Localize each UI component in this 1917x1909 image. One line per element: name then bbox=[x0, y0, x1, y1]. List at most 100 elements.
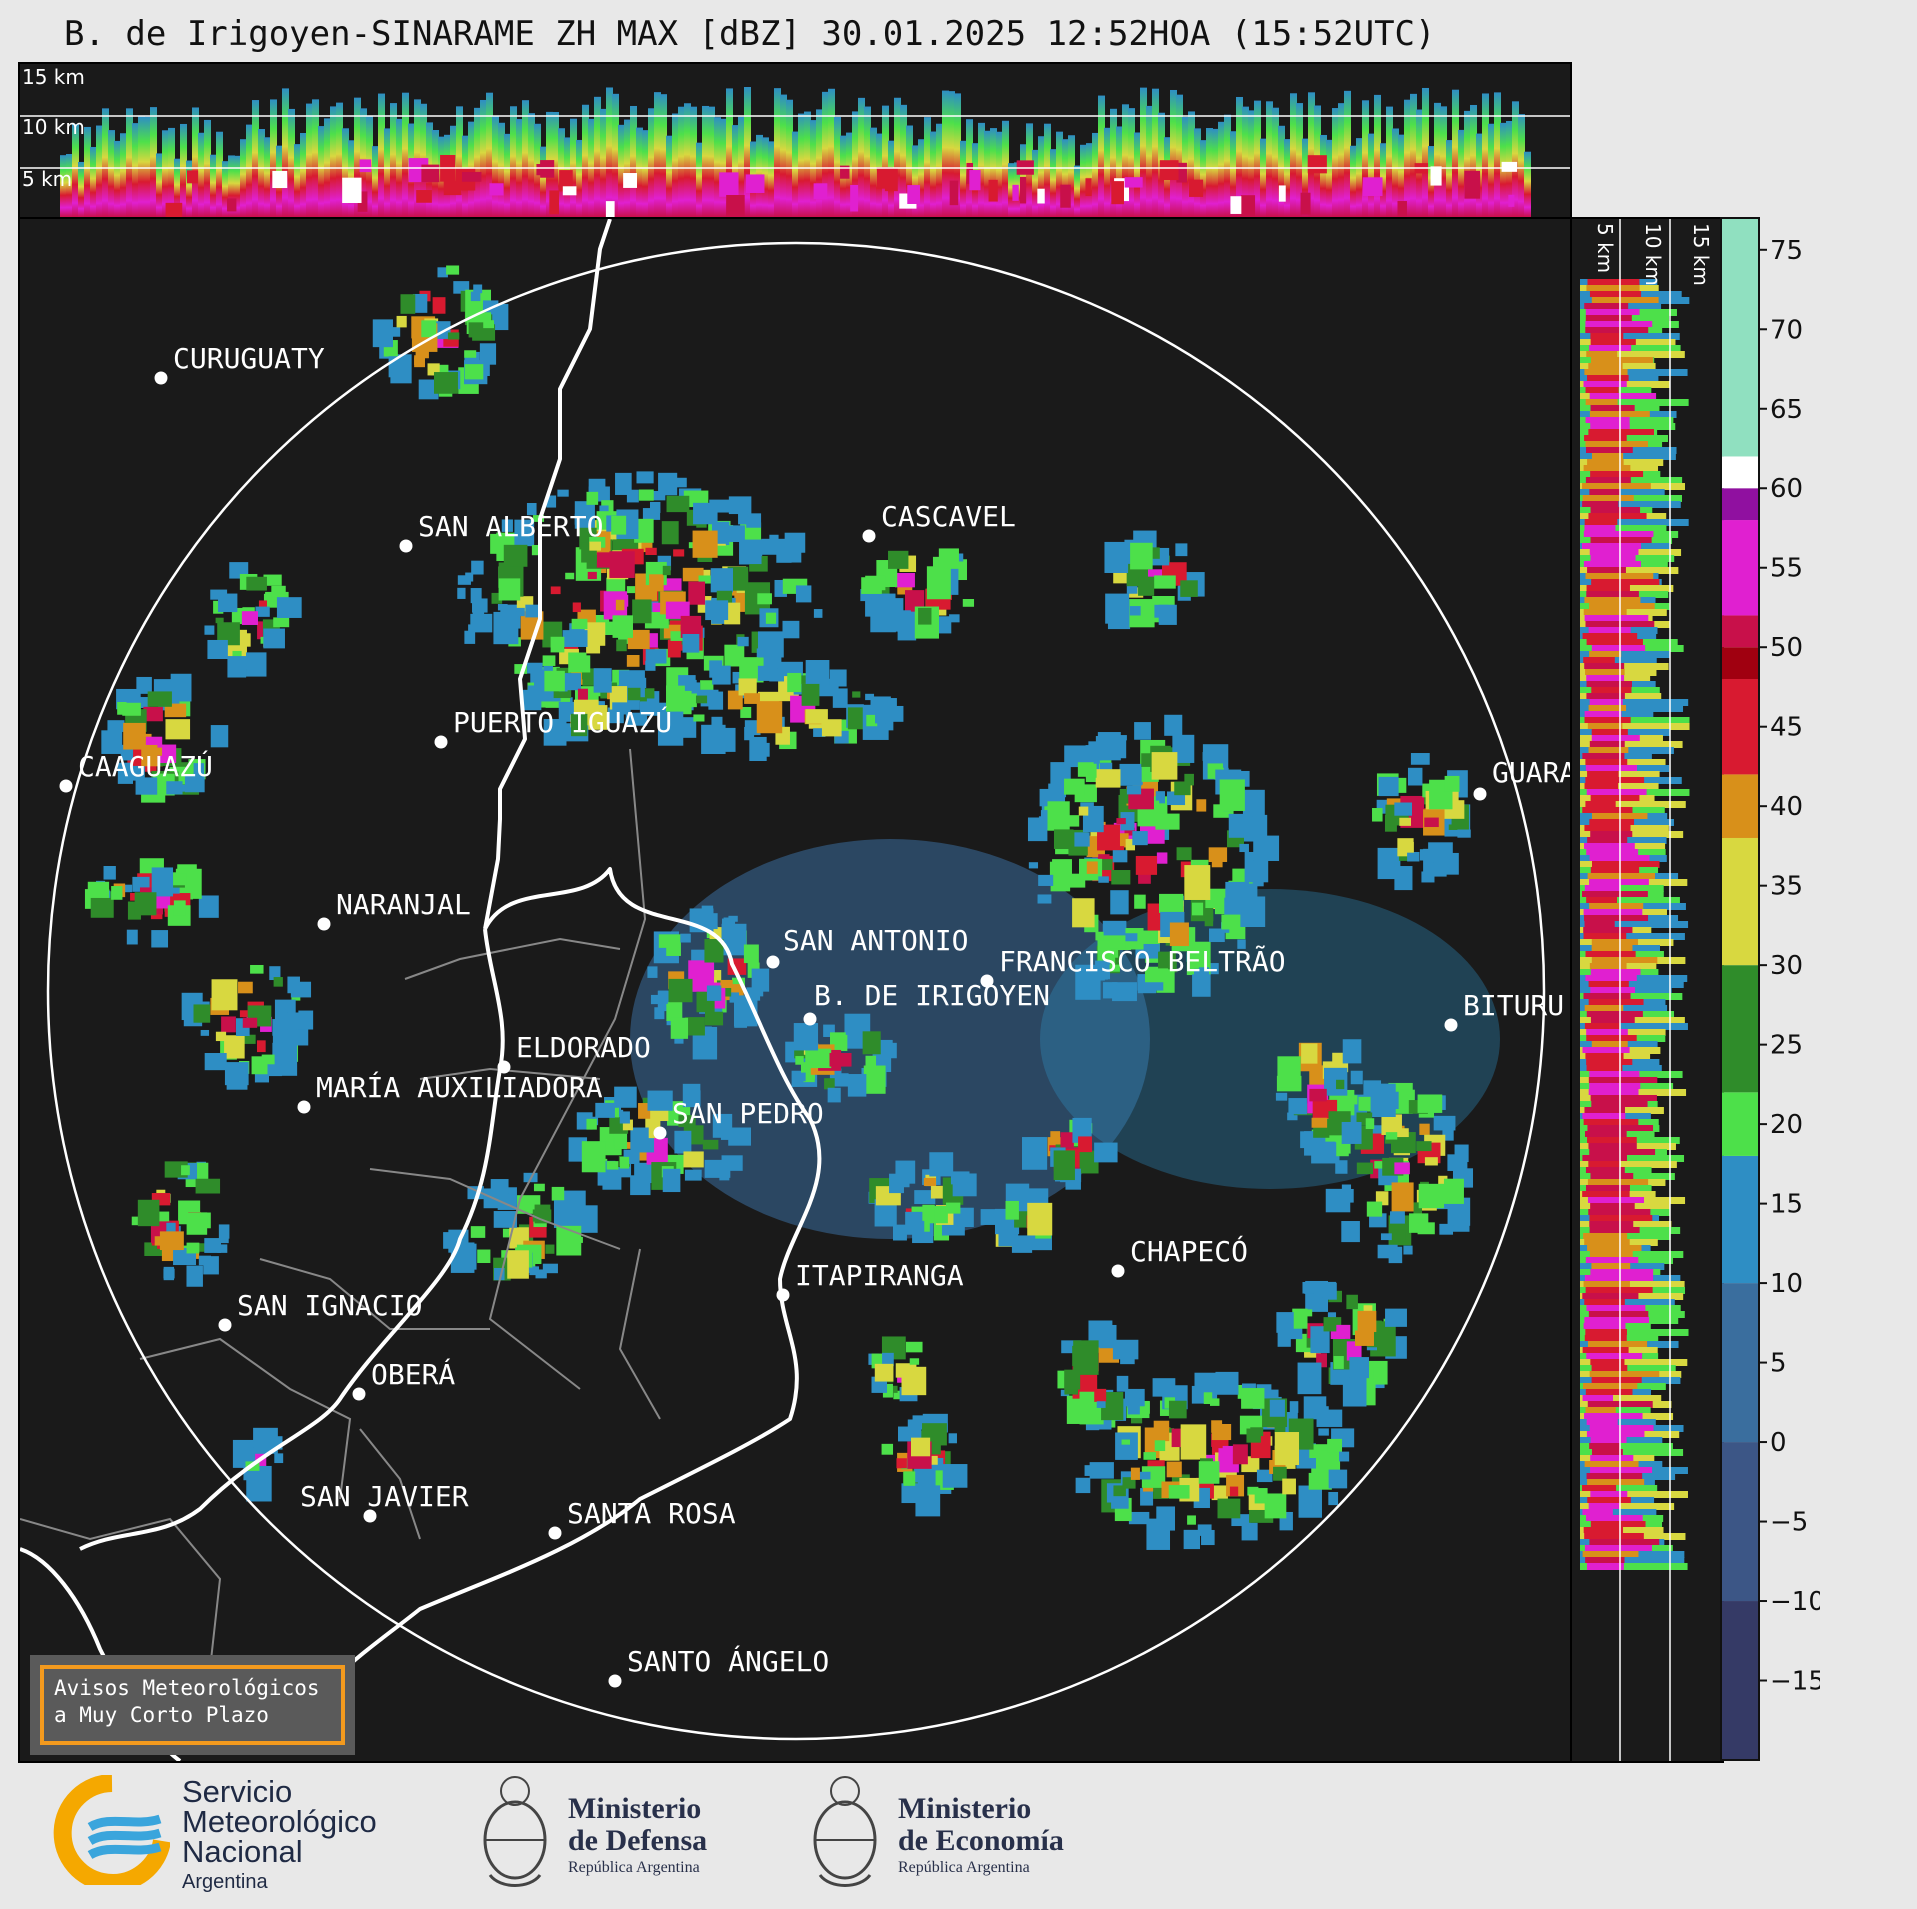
city-curuguaty[interactable]: CURUGUATY bbox=[154, 342, 325, 385]
economia-line1: Ministerio bbox=[898, 1792, 1032, 1825]
city-santo-ngelo[interactable]: SANTO ÁNGELO bbox=[608, 1644, 830, 1688]
city-puerto-iguaz-[interactable]: PUERTO IGUAZÚ bbox=[434, 705, 673, 749]
city-san-alberto[interactable]: SAN ALBERTO bbox=[399, 510, 604, 553]
radar-map-panel[interactable]: CURUGUATY SAN ALBERTO CASCAVEL CAAGUAZÚ PUER… bbox=[18, 217, 1572, 1763]
page-title: B. de Irigoyen-SINARAME ZH MAX [dBZ] 30.… bbox=[64, 14, 1436, 54]
city-marker-icon bbox=[766, 955, 780, 969]
colorbar-band bbox=[1721, 1155, 1759, 1284]
city-marker-icon bbox=[434, 735, 448, 749]
city-mar-a-auxiliadora[interactable]: MARÍA AUXILIADORA bbox=[297, 1070, 603, 1114]
city-bituru[interactable]: BITURU bbox=[1444, 989, 1565, 1032]
city-label: CAAGUAZÚ bbox=[78, 749, 213, 783]
city-marker-icon bbox=[363, 1509, 377, 1523]
colorbar-band bbox=[1721, 837, 1759, 966]
colorbar-tick-label: 15 bbox=[1770, 1190, 1803, 1220]
city-san-antonio[interactable]: SAN ANTONIO bbox=[766, 924, 969, 969]
national-coat-of-arms-icon bbox=[483, 1776, 547, 1887]
city-marker-icon bbox=[497, 1060, 511, 1074]
defensa-line1: Ministerio bbox=[568, 1792, 702, 1825]
city-b-de-irigoyen[interactable]: B. DE IRIGOYEN bbox=[803, 979, 1051, 1026]
colorbar-band bbox=[1721, 1601, 1759, 1760]
city-itapiranga[interactable]: ITAPIRANGA bbox=[776, 1259, 964, 1302]
city-guara[interactable]: GUARA bbox=[1473, 756, 1571, 801]
side-label-10km: 10 km bbox=[1641, 223, 1665, 286]
city-label: CHAPECÓ bbox=[1130, 1234, 1248, 1268]
city-san-javier[interactable]: SAN JAVIER bbox=[300, 1480, 469, 1523]
city-marker-icon bbox=[776, 1288, 790, 1302]
economia-line2: de Economía bbox=[898, 1824, 1064, 1857]
colorbar-tick-label: −5 bbox=[1770, 1508, 1808, 1538]
smn-emblem-icon bbox=[53, 1775, 170, 1885]
top-label-15km: 15 km bbox=[22, 65, 85, 89]
range-ring bbox=[46, 241, 1546, 1741]
city-label: ITAPIRANGA bbox=[795, 1259, 964, 1292]
city-marker-icon bbox=[399, 539, 413, 553]
city-marker-icon bbox=[317, 917, 331, 931]
colorbar-tick-label: 30 bbox=[1770, 951, 1803, 981]
city-caaguaz-[interactable]: CAAGUAZÚ bbox=[59, 749, 213, 793]
city-label: ELDORADO bbox=[516, 1031, 651, 1064]
top-cross-section-panel: 15 km 10 km 5 km bbox=[18, 62, 1572, 219]
city-marker-icon bbox=[803, 1012, 817, 1026]
defensa-line3: República Argentina bbox=[568, 1859, 700, 1876]
city-marker-icon bbox=[1444, 1018, 1458, 1032]
colorbar-tick-label: −10 bbox=[1770, 1587, 1820, 1617]
colorbar-tick-label: 70 bbox=[1770, 315, 1803, 345]
city-label: NARANJAL bbox=[336, 888, 471, 921]
economia-logo: Ministerio de Economía República Argenti… bbox=[800, 1765, 1100, 1895]
city-marker-icon bbox=[352, 1387, 366, 1401]
city-label: OBERÁ bbox=[371, 1357, 455, 1391]
city-marker-icon bbox=[1111, 1264, 1125, 1278]
city-naranjal[interactable]: NARANJAL bbox=[317, 888, 471, 931]
city-marker-icon bbox=[653, 1126, 667, 1140]
city-marker-icon bbox=[218, 1318, 232, 1332]
city-marker-icon bbox=[548, 1526, 562, 1540]
colorbar-tick-label: 75 bbox=[1770, 236, 1803, 266]
city-chapec-[interactable]: CHAPECÓ bbox=[1111, 1234, 1249, 1278]
smn-line1: Servicio bbox=[182, 1774, 293, 1809]
city-santa-rosa[interactable]: SANTA ROSA bbox=[548, 1497, 736, 1540]
city-label: GUARA bbox=[1492, 756, 1570, 789]
side-label-5km: 5 km bbox=[1593, 223, 1617, 273]
city-label: SAN ANTONIO bbox=[783, 924, 968, 957]
colorbar-band bbox=[1721, 774, 1759, 838]
colorbar-tick-label: 10 bbox=[1770, 1269, 1803, 1299]
city-label: BITURU bbox=[1463, 989, 1564, 1022]
warning-line1: Avisos Meteorológicos bbox=[54, 1676, 320, 1700]
colorbar-tick-label: 55 bbox=[1770, 554, 1803, 584]
side-cross-section-panel: 5 km 10 km 15 km bbox=[1570, 217, 1724, 1763]
smn-line2: Meteorológico bbox=[182, 1804, 377, 1839]
defensa-line2: de Defensa bbox=[568, 1824, 708, 1857]
colorbar-band bbox=[1721, 520, 1759, 616]
colorbar-band bbox=[1721, 488, 1759, 521]
city-francisco-beltr-o[interactable]: FRANCISCO BELTRÃO bbox=[980, 945, 1286, 988]
top-cross-section-echoes bbox=[60, 87, 1531, 217]
smn-line3: Nacional bbox=[182, 1834, 303, 1869]
city-eldorado[interactable]: ELDORADO bbox=[497, 1031, 651, 1074]
city-label: SANTA ROSA bbox=[567, 1497, 736, 1530]
city-label: CURUGUATY bbox=[173, 342, 325, 375]
city-cascavel[interactable]: CASCAVEL bbox=[862, 500, 1016, 543]
colorbar-tick-label: 20 bbox=[1770, 1110, 1803, 1140]
city-label: B. DE IRIGOYEN bbox=[814, 979, 1050, 1012]
national-coat-of-arms-icon bbox=[813, 1776, 877, 1887]
city-marker-icon bbox=[297, 1100, 311, 1114]
colorbar-band bbox=[1721, 218, 1759, 457]
colorbar-tick-label: 45 bbox=[1770, 713, 1803, 743]
smn-logo: Servicio Meteorológico Nacional Argentin… bbox=[50, 1774, 420, 1893]
colorbar-tick-label: 60 bbox=[1770, 474, 1803, 504]
smn-line4: Argentina bbox=[182, 1871, 268, 1893]
colorbar-band bbox=[1721, 679, 1759, 775]
side-cross-section-echoes bbox=[1580, 279, 1690, 1570]
city-label: SAN JAVIER bbox=[300, 1480, 469, 1513]
city-marker-icon bbox=[154, 371, 168, 385]
colorbar-tick-label: 50 bbox=[1770, 633, 1803, 663]
colorbar-band bbox=[1721, 1283, 1759, 1443]
radar-echoes bbox=[84, 265, 1500, 1550]
city-san-ignacio[interactable]: SAN IGNACIO bbox=[218, 1289, 423, 1332]
warning-box[interactable]: Avisos Meteorológicos a Muy Corto Plazo bbox=[30, 1655, 355, 1755]
city-ober-[interactable]: OBERÁ bbox=[352, 1357, 456, 1401]
city-marker-icon bbox=[608, 1674, 622, 1688]
city-san-pedro[interactable]: SAN PEDRO bbox=[653, 1097, 824, 1140]
